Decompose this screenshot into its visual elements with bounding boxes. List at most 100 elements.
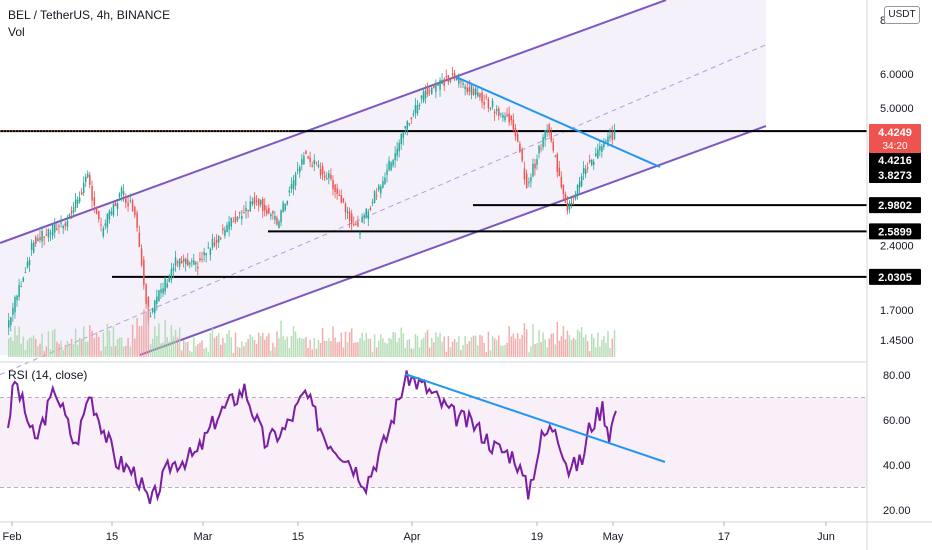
volume-bar <box>278 338 280 357</box>
volume-bar <box>243 346 245 357</box>
candle-body <box>274 216 276 220</box>
candle-body <box>336 188 338 195</box>
volume-bar <box>455 342 458 357</box>
volume-bar <box>253 339 256 357</box>
volume-bar <box>613 330 616 357</box>
candle-body <box>122 191 125 195</box>
volume-bar <box>35 338 37 357</box>
level-badge-4.4216[interactable] <box>869 152 921 168</box>
channel-lower-line[interactable] <box>139 125 767 356</box>
candle-body <box>234 216 237 222</box>
volume-bar <box>64 344 67 357</box>
volume-bar <box>489 350 492 357</box>
candle-body <box>290 184 293 189</box>
volume-bar <box>51 330 54 357</box>
volume-bar <box>32 335 35 357</box>
volume-bar <box>257 332 260 357</box>
volume-bar <box>406 339 409 357</box>
candle-body <box>222 228 224 231</box>
rsi-trendline[interactable] <box>404 373 666 463</box>
candle-body <box>238 211 241 214</box>
volume-bar <box>580 327 583 357</box>
candle-body <box>311 165 313 167</box>
volume-bar <box>564 339 567 357</box>
candle-body <box>209 248 212 255</box>
candle-body <box>528 181 530 183</box>
level-badge-2.9802[interactable] <box>869 197 921 214</box>
volume-bar <box>118 337 121 357</box>
candle-body <box>220 238 222 240</box>
candle-body <box>66 221 69 227</box>
candle-body <box>330 174 332 180</box>
volume-bar <box>72 344 75 357</box>
candle-body <box>398 142 400 152</box>
volume-bar <box>493 338 496 357</box>
candle-body <box>154 300 156 314</box>
volume-bar <box>245 342 247 357</box>
volume-bar <box>394 332 396 357</box>
level-badge-2.0305[interactable] <box>869 268 921 285</box>
volume-bar <box>116 339 119 357</box>
candle-body <box>595 153 597 156</box>
candle-body <box>292 180 295 190</box>
candle-body <box>145 284 147 304</box>
candle-body <box>313 159 316 164</box>
candle-body <box>365 208 368 217</box>
volume-bar <box>418 347 421 357</box>
candle-body <box>431 87 433 94</box>
volume-bar <box>369 338 372 357</box>
volume-bar <box>443 336 445 357</box>
candle-body <box>189 262 191 265</box>
volume-bar <box>437 336 439 357</box>
candle-body <box>236 217 239 221</box>
volume-bar <box>45 346 48 357</box>
candle-body <box>439 80 441 90</box>
candle-body <box>245 207 247 212</box>
price-trendline[interactable] <box>455 76 661 168</box>
level-badge-3.8273[interactable] <box>869 167 921 183</box>
volume-bar <box>396 341 398 357</box>
volume-bar <box>346 342 349 357</box>
candle-body <box>80 191 83 195</box>
candle-body <box>536 159 538 165</box>
volume-bar <box>534 343 536 357</box>
volume-bar <box>449 347 452 357</box>
candle-body <box>605 140 607 142</box>
volume-bar <box>412 348 415 357</box>
volume-bar <box>199 342 201 357</box>
candle-body <box>346 211 349 214</box>
volume-bar <box>468 341 471 357</box>
volume-bar <box>491 336 494 357</box>
volume-bar <box>390 338 392 357</box>
currency-badge[interactable]: USDT <box>884 6 920 24</box>
candle-body <box>458 78 460 84</box>
volume-bar <box>560 336 563 357</box>
candle-body <box>70 210 73 214</box>
volume-bar <box>120 337 123 357</box>
last-price-badge[interactable] <box>869 124 921 153</box>
volume-bar <box>236 346 239 357</box>
channel-upper-line[interactable] <box>0 0 667 244</box>
volume-bar <box>193 337 195 357</box>
candle-body <box>562 184 565 194</box>
volume-bar <box>22 336 25 357</box>
volume-bar <box>424 332 427 357</box>
candle-body <box>353 223 355 226</box>
level-badge-2.5899[interactable] <box>869 223 921 240</box>
candle-body <box>112 204 115 216</box>
volume-bar <box>474 335 477 357</box>
candle-body <box>460 80 462 83</box>
candle-body <box>470 85 473 95</box>
volume-bar <box>485 352 488 357</box>
volume-bar <box>528 352 530 357</box>
volume-bar <box>309 339 311 357</box>
volume-bar <box>211 327 214 357</box>
candle-body <box>26 261 29 268</box>
volume-bar <box>361 332 363 357</box>
candle-body <box>591 159 593 166</box>
candle-body <box>294 173 297 186</box>
volume-bar <box>371 351 374 357</box>
candle-body <box>363 214 365 219</box>
volume-bar <box>367 338 370 357</box>
